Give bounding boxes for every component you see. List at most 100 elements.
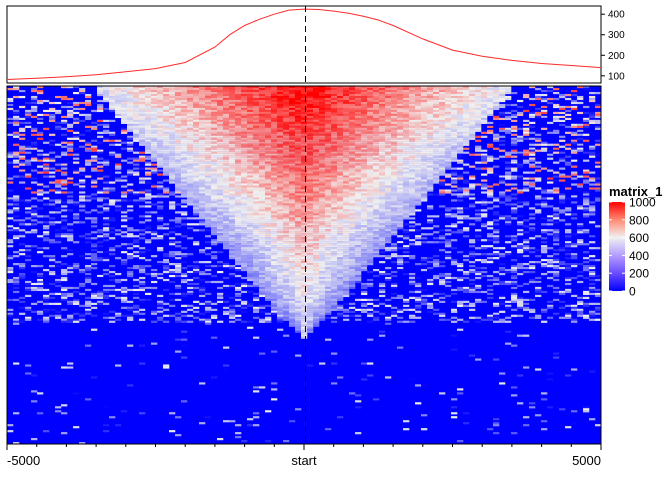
- heatmap-cell: [127, 107, 134, 111]
- heatmap-cell: [319, 103, 326, 107]
- heatmap-cell: [589, 113, 596, 117]
- heatmap-cell: [235, 193, 242, 196]
- heatmap-cell: [235, 153, 242, 156]
- heatmap-cell: [109, 101, 116, 105]
- heatmap-cell: [241, 201, 248, 204]
- heatmap-cell: [139, 159, 146, 162]
- heatmap-cell: [451, 131, 458, 134]
- heatmap-cell: [421, 189, 428, 192]
- heatmap-cell: [253, 113, 260, 117]
- heatmap-cell: [205, 105, 212, 109]
- heatmap-cell: [211, 187, 218, 190]
- heatmap-cell: [325, 103, 332, 107]
- heatmap-cell: [181, 183, 188, 186]
- heatmap-cell: [319, 113, 326, 117]
- heatmap-cell: [85, 217, 92, 220]
- heatmap-cell: [61, 86, 68, 89]
- heatmap-cell: [439, 129, 446, 132]
- heatmap-cell: [127, 119, 134, 122]
- heatmap-cell: [463, 113, 470, 117]
- heatmap-cell: [469, 193, 476, 196]
- heatmap-cell: [463, 217, 470, 220]
- heatmap-cell: [313, 117, 320, 121]
- heatmap-cell: [313, 203, 320, 206]
- heatmap-cell: [349, 111, 356, 115]
- heatmap-cell: [55, 207, 62, 210]
- heatmap-cell: [523, 127, 530, 130]
- heatmap-cell: [403, 175, 410, 178]
- heatmap-cell: [109, 119, 116, 122]
- heatmap-cell: [421, 125, 428, 128]
- heatmap-cell: [409, 127, 416, 130]
- heatmap-cell: [379, 91, 386, 95]
- heatmap-cell: [97, 141, 104, 144]
- heatmap-cell: [559, 93, 566, 97]
- heatmap-cell: [343, 225, 350, 228]
- heatmap-cell: [241, 227, 248, 230]
- heatmap-cell: [463, 101, 470, 105]
- heatmap-cell: [469, 101, 476, 105]
- heatmap-cell: [133, 123, 140, 126]
- heatmap-cell: [181, 157, 188, 160]
- heatmap-cell: [127, 137, 134, 140]
- heatmap-cell: [259, 191, 266, 194]
- heatmap-cell: [157, 185, 164, 188]
- heatmap-cell: [379, 127, 386, 130]
- heatmap-cell: [79, 119, 86, 122]
- heatmap-cell: [265, 227, 272, 230]
- heatmap-cell: [49, 217, 56, 220]
- heatmap-cell: [541, 149, 548, 152]
- heatmap-cell: [391, 227, 398, 230]
- heatmap-cell: [151, 163, 158, 166]
- heatmap-cell: [319, 181, 326, 184]
- heatmap-cell: [235, 135, 242, 138]
- heatmap-cell: [235, 171, 242, 174]
- heatmap-cell: [451, 157, 458, 160]
- heatmap-cell: [289, 151, 296, 154]
- heatmap-cell: [235, 225, 242, 228]
- heatmap-cell: [235, 189, 242, 192]
- heatmap-cell: [277, 121, 284, 124]
- heatmap-cell: [451, 171, 458, 174]
- heatmap-cell: [199, 201, 206, 204]
- heatmap-cell: [187, 151, 194, 154]
- heatmap-cell: [223, 109, 230, 113]
- heatmap-cell: [391, 177, 398, 180]
- heatmap-cell: [73, 169, 80, 172]
- heatmap-cell: [175, 91, 182, 95]
- heatmap-cell: [223, 161, 230, 164]
- heatmap-cell: [355, 225, 362, 228]
- heatmap-cell: [139, 229, 146, 232]
- heatmap-cell: [457, 211, 464, 214]
- heatmap-cell: [103, 229, 110, 232]
- heatmap-cell: [37, 183, 44, 186]
- heatmap-cell: [217, 193, 224, 196]
- heatmap-cell: [235, 103, 242, 107]
- heatmap-cell: [367, 223, 374, 226]
- heatmap-cell: [451, 177, 458, 180]
- heatmap-cell: [241, 91, 248, 95]
- heatmap-cell: [361, 95, 368, 99]
- heatmap-cell: [319, 199, 326, 202]
- heatmap-cell: [217, 149, 224, 152]
- heatmap-cell: [205, 111, 212, 115]
- heatmap-cell: [7, 199, 14, 202]
- heatmap-cell: [517, 191, 524, 194]
- heatmap-cell: [139, 151, 146, 154]
- heatmap-cell: [7, 153, 14, 156]
- heatmap-cell: [97, 173, 104, 176]
- heatmap-cell: [367, 93, 374, 97]
- heatmap-cell: [241, 129, 248, 132]
- heatmap-cell: [373, 137, 380, 140]
- heatmap-cell: [439, 181, 446, 184]
- heatmap-cell: [97, 119, 104, 122]
- heatmap-cell: [169, 147, 176, 150]
- heatmap-cell: [559, 157, 566, 160]
- heatmap-cell: [139, 143, 146, 146]
- heatmap-cell: [277, 169, 284, 172]
- heatmap-cell: [385, 179, 392, 182]
- heatmap-cell: [109, 201, 116, 204]
- heatmap-cell: [463, 151, 470, 154]
- heatmap-cell: [337, 141, 344, 144]
- heatmap-cell: [175, 225, 182, 228]
